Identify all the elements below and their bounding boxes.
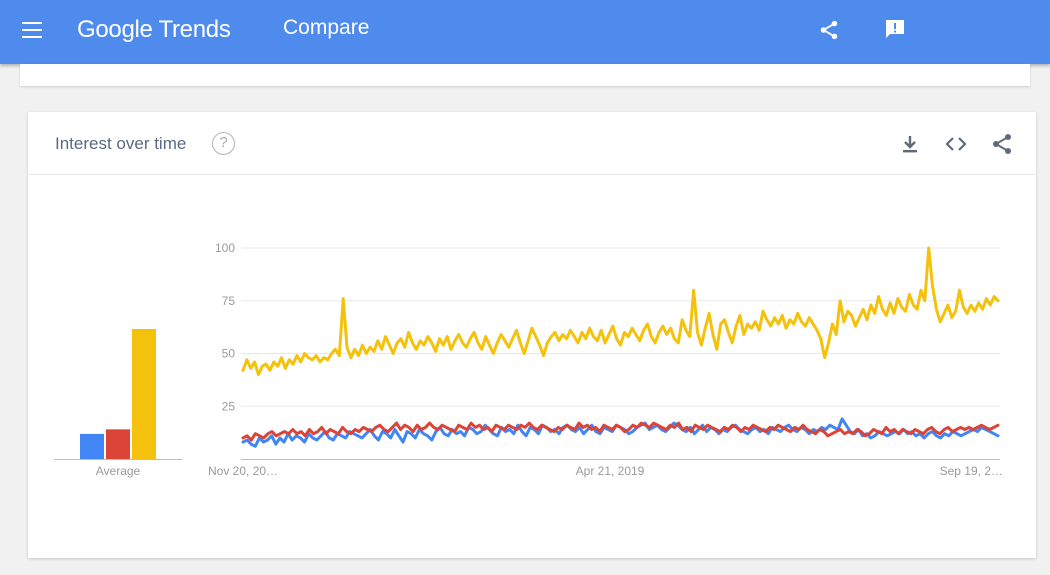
y-tick-50: 50 (222, 347, 236, 361)
series-line-2 (241, 417, 1000, 448)
card-header: Interest over time ? (28, 112, 1036, 175)
series-line-3 (241, 421, 1000, 442)
feedback-icon[interactable] (883, 17, 907, 41)
help-icon[interactable]: ? (212, 132, 235, 155)
y-tick-100: 100 (215, 241, 235, 255)
x-tick-1: Nov 20, 20… (208, 464, 278, 478)
embed-icon[interactable] (944, 132, 968, 156)
google-trends-logo[interactable]: Google Trends (77, 16, 231, 43)
menu-icon[interactable] (22, 22, 42, 38)
interest-over-time-card: Interest over time ? Average 25 50 75 100 N… (28, 112, 1036, 558)
page-title: Compare (283, 16, 370, 39)
card-share-icon[interactable] (990, 132, 1014, 156)
line-chart-series (241, 246, 1000, 448)
x-tick-2: Apr 21, 2019 (576, 464, 645, 478)
x-tick-3: Sep 19, 2… (940, 464, 1003, 478)
card-title: Interest over time (55, 134, 187, 153)
average-label: Average (96, 464, 141, 478)
app-header: Google Trends Compare (0, 0, 1050, 64)
line-chart-x-ticks: Nov 20, 20… Apr 21, 2019 Sep 19, 2… (208, 464, 1003, 478)
y-tick-25: 25 (222, 399, 236, 413)
average-bar-chart: Average (54, 329, 182, 478)
share-icon[interactable] (818, 19, 840, 41)
average-bar-1 (80, 433, 104, 459)
search-terms-strip (20, 64, 1030, 86)
average-bar-2 (106, 429, 130, 459)
series-line-1 (241, 246, 1000, 377)
y-tick-75: 75 (222, 294, 236, 308)
interest-chart: Average 25 50 75 100 Nov 20, 20… Apr 21, 201… (54, 241, 1003, 478)
download-icon[interactable] (898, 132, 922, 156)
line-chart-grid: 25 50 75 100 (215, 241, 1000, 460)
average-bar-3 (132, 329, 156, 459)
